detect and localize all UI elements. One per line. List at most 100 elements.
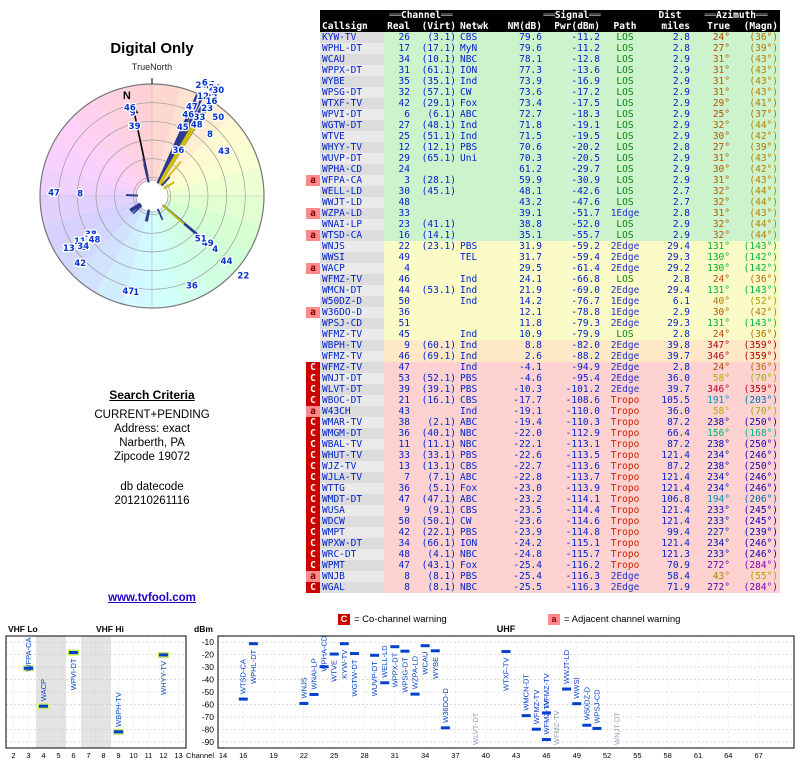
cell-dist-miles: 2.8	[648, 329, 692, 340]
dbm-tick-label: -40	[202, 675, 215, 685]
cell-az-true: 24°	[692, 274, 732, 285]
cell-pwr-dbm: -61.4	[544, 263, 602, 274]
cell-az-magn: (39°)	[732, 43, 780, 54]
tvfool-link[interactable]: www.tvfool.com	[108, 592, 196, 604]
channel-tick-label: 11	[145, 751, 153, 760]
cell-pwr-dbm: -19.5	[544, 131, 602, 142]
cell-nm-db: -23.5	[496, 505, 544, 516]
table-row: WWJT-LD4843.2-47.6LOS2.732°(44°)	[306, 197, 780, 208]
cell-az-magn: (39°)	[732, 142, 780, 153]
cell-az-magn: (250°)	[732, 439, 780, 450]
channel-tick-label: 46	[542, 751, 550, 760]
cell-virtual-channel	[412, 307, 458, 318]
table-row: WPSG-DT32(57.1)CW73.6-17.2LOS2.931°(43°)	[306, 87, 780, 98]
cell-az-magn: (44°)	[732, 230, 780, 241]
cell-dist-miles: 2.9	[648, 54, 692, 65]
cell-dist-miles: 2.9	[648, 65, 692, 76]
cell-dist-miles: 29.3	[648, 252, 692, 263]
cell-callsign: W50DZ-D	[320, 296, 384, 307]
channel-tick-label: 9	[116, 751, 120, 760]
cell-real-channel: 6	[384, 109, 412, 120]
cell-az-magn: (245°)	[732, 505, 780, 516]
cell-path: Tropo	[602, 406, 648, 417]
cell-pwr-dbm: -42.6	[544, 186, 602, 197]
cell-az-true: 24°	[692, 32, 732, 43]
radar-channel-label: 47	[122, 287, 134, 297]
signal-table-wrap: ══Channel════Signal══Dist══Azimuth══Call…	[306, 10, 780, 593]
cell-network: Ind	[458, 76, 496, 87]
cell-path: LOS	[602, 186, 648, 197]
warning-marker: a	[306, 571, 320, 582]
cell-network: Ind	[458, 274, 496, 285]
dbm-axis-label: dBm	[194, 624, 213, 634]
cell-virtual-channel	[412, 406, 458, 417]
cell-nm-db: 73.6	[496, 87, 544, 98]
cell-real-channel: 27	[384, 120, 412, 131]
cell-az-magn: (42°)	[732, 164, 780, 175]
channel-tick-label: 8	[101, 751, 105, 760]
cell-network: Ind	[458, 296, 496, 307]
cell-network: ABC	[458, 494, 496, 505]
station-marker	[340, 642, 349, 645]
cell-nm-db: 72.7	[496, 109, 544, 120]
cell-network: Uni	[458, 153, 496, 164]
table-row: CWMGM-DT36(40.1)NBC-22.0-112.9Tropo66.41…	[306, 428, 780, 439]
cell-az-true: 32°	[692, 186, 732, 197]
radar-channel-label: 33	[194, 113, 206, 123]
cell-az-true: 346°	[692, 384, 732, 395]
cell-az-magn: (142°)	[732, 263, 780, 274]
cell-nm-db: -23.9	[496, 527, 544, 538]
station-label: WWSI	[572, 677, 581, 698]
cell-dist-miles: 2.9	[648, 120, 692, 131]
cell-az-true: 32°	[692, 197, 732, 208]
radar-channel-label: 13	[63, 244, 75, 254]
cell-az-magn: (250°)	[732, 461, 780, 472]
cell-pwr-dbm: -12.8	[544, 54, 602, 65]
cell-pwr-dbm: -11.2	[544, 43, 602, 54]
cell-az-magn: (246°)	[732, 450, 780, 461]
cell-pwr-dbm: -113.1	[544, 439, 602, 450]
table-row: W50DZ-D50Ind14.2-76.71Edge6.140°(52°)	[306, 296, 780, 307]
warning-marker	[306, 120, 320, 131]
cell-az-magn: (250°)	[732, 417, 780, 428]
cell-callsign: WMCN-DT	[320, 285, 384, 296]
cell-az-true: 238°	[692, 461, 732, 472]
cell-real-channel: 29	[384, 153, 412, 164]
cell-virtual-channel	[412, 164, 458, 175]
warning-marker	[306, 351, 320, 362]
cell-path: 2Edge	[602, 571, 648, 582]
warning-marker: C	[306, 450, 320, 461]
station-marker	[390, 645, 399, 648]
table-header-groups: ══Channel════Signal══Dist══Azimuth══	[306, 10, 780, 21]
cell-virtual-channel: (51.1)	[412, 131, 458, 142]
station-marker	[114, 730, 123, 733]
cell-callsign: WPHA-CD	[320, 164, 384, 175]
cell-path: 2Edge	[602, 241, 648, 252]
cell-real-channel: 45	[384, 329, 412, 340]
cell-virtual-channel: (6.1)	[412, 109, 458, 120]
station-label: WELL-LD	[380, 645, 389, 678]
warning-marker	[306, 318, 320, 329]
cell-path: 1Edge	[602, 307, 648, 318]
station-label: WCAU	[421, 652, 430, 675]
dbm-tick-label: -20	[202, 650, 215, 660]
cell-path: LOS	[602, 164, 648, 175]
cell-az-magn: (44°)	[732, 197, 780, 208]
warning-marker	[306, 65, 320, 76]
radar-channel-label: 16	[206, 97, 218, 107]
channel-tick-label: 40	[482, 751, 490, 760]
cell-pwr-dbm: -78.8	[544, 307, 602, 318]
cell-nm-db: 79.6	[496, 32, 544, 43]
cell-path: Tropo	[602, 472, 648, 483]
cell-dist-miles: 121.4	[648, 505, 692, 516]
cell-nm-db: 31.9	[496, 241, 544, 252]
cell-az-true: 30°	[692, 307, 732, 318]
cell-network: CW	[458, 516, 496, 527]
cell-network: Fox	[458, 98, 496, 109]
cell-path: 2Edge	[602, 362, 648, 373]
cell-real-channel: 4	[384, 263, 412, 274]
cell-network	[458, 307, 496, 318]
cell-dist-miles: 2.9	[648, 98, 692, 109]
station-label: WPHA-CD	[320, 635, 329, 671]
cell-real-channel: 12	[384, 142, 412, 153]
